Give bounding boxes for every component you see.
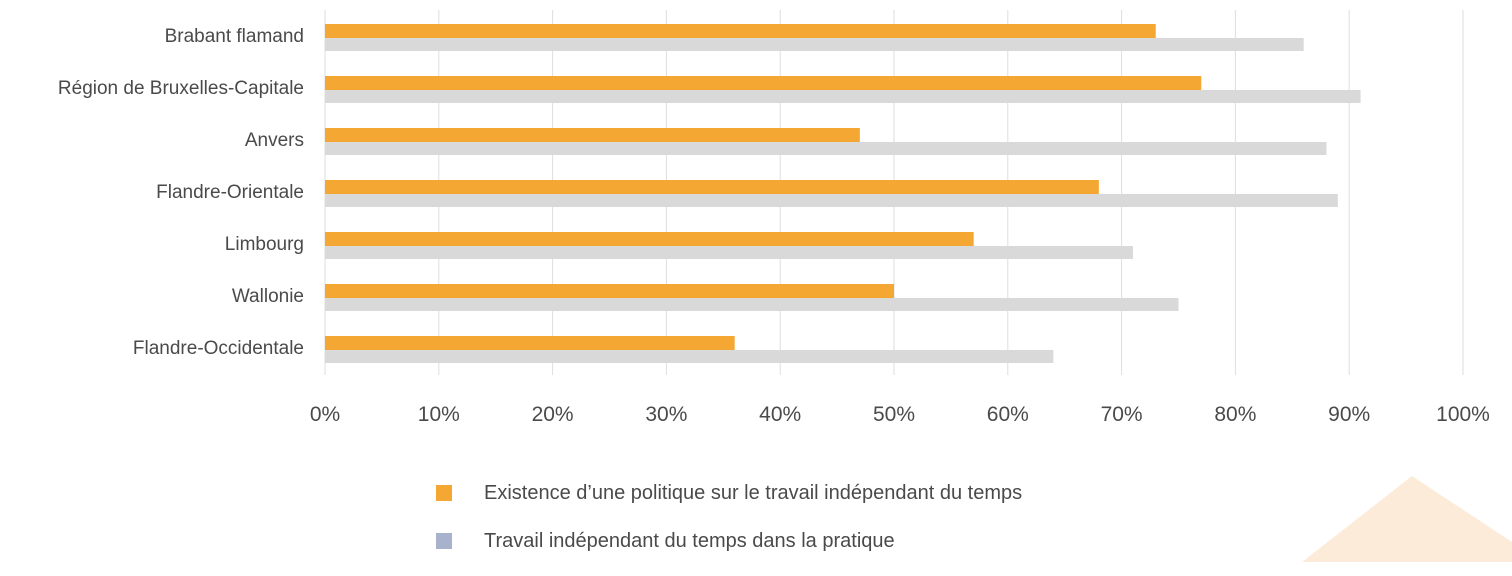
bar-policy (325, 76, 1202, 90)
bar-practice (325, 298, 1179, 311)
x-tick-label: 10% (418, 403, 460, 426)
bar-chart: Brabant flamand Région de Bruxelles-Capit… (58, 10, 1490, 426)
category-label: Région de Bruxelles-Capitale (58, 78, 304, 99)
bar-policy (325, 284, 894, 298)
legend-item-practice: Travail indépendant du temps dans la pra… (436, 528, 1022, 554)
bars (325, 24, 1361, 363)
legend-swatch-policy (436, 485, 452, 501)
x-tick-label: 100% (1436, 403, 1490, 426)
tick-labels: 0% 10% 20% 30% 40% 50% 60% 70% 80% 90% 100% (310, 403, 1490, 426)
category-label: Brabant flamand (165, 26, 304, 47)
bar-practice (325, 142, 1327, 155)
x-tick-label: 60% (987, 403, 1029, 426)
legend-item-policy: Existence d’une politique sur le travail… (436, 480, 1022, 506)
x-tick-label: 50% (873, 403, 915, 426)
x-tick-label: 80% (1214, 403, 1256, 426)
legend-swatch-practice (436, 533, 452, 549)
bar-policy (325, 232, 974, 246)
category-label: Anvers (245, 130, 304, 151)
x-tick-label: 90% (1328, 403, 1370, 426)
category-label: Flandre-Orientale (156, 182, 304, 203)
bar-policy (325, 24, 1156, 38)
bar-practice (325, 350, 1054, 363)
bar-practice (325, 246, 1133, 259)
x-tick-label: 30% (645, 403, 687, 426)
legend-label-practice: Travail indépendant du temps dans la pra… (484, 529, 895, 552)
bar-policy (325, 336, 735, 350)
category-labels: Brabant flamand Région de Bruxelles-Capit… (58, 26, 304, 359)
bar-practice (325, 90, 1361, 103)
category-label: Limbourg (225, 234, 304, 255)
legend: Existence d’une politique sur le travail… (436, 480, 1022, 576)
bar-policy (325, 180, 1099, 194)
bar-practice (325, 38, 1304, 51)
x-tick-label: 70% (1101, 403, 1143, 426)
bar-practice (325, 194, 1338, 207)
category-label: Flandre-Occidentale (133, 338, 304, 359)
x-tick-label: 20% (532, 403, 574, 426)
x-tick-label: 0% (310, 403, 340, 426)
category-label: Wallonie (232, 286, 304, 307)
bar-policy (325, 128, 860, 142)
legend-label-policy: Existence d’une politique sur le travail… (484, 481, 1023, 504)
corner-decoration (1302, 476, 1512, 562)
x-tick-label: 40% (759, 403, 801, 426)
